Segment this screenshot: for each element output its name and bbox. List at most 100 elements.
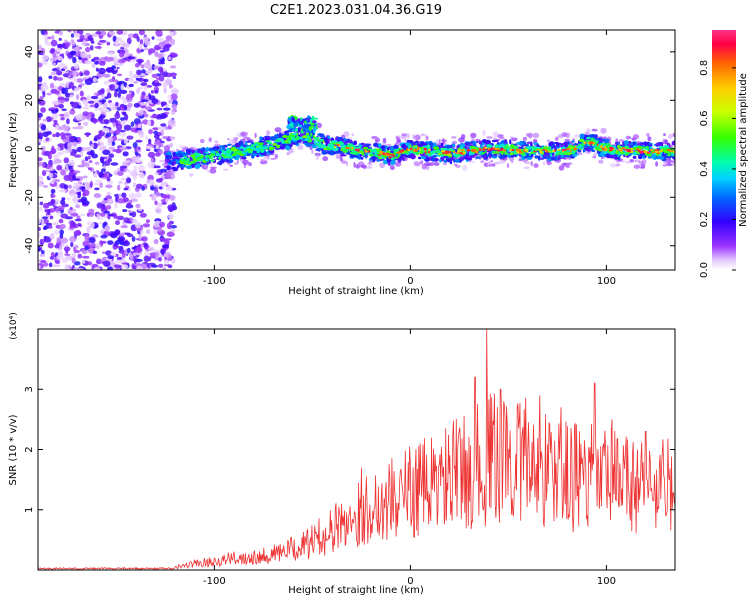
noise-speckle: [107, 198, 114, 205]
noise-speckle: [67, 161, 76, 166]
noise-speckle: [39, 201, 44, 206]
noise-speckle: [38, 245, 41, 252]
trace-core-point: [314, 136, 320, 141]
noise-speckle: [140, 64, 145, 69]
noise-speckle: [115, 220, 120, 226]
trace-core-point: [448, 148, 454, 152]
noise-speckle: [66, 256, 71, 261]
branch-point: [300, 120, 304, 125]
noise-speckle: [114, 129, 120, 135]
noise-speckle: [162, 113, 166, 119]
trace-point: [358, 143, 362, 147]
noise-speckle: [121, 262, 129, 266]
noise-speckle: [158, 263, 164, 268]
halo-point: [242, 131, 249, 136]
trace-core-point: [414, 152, 418, 155]
trace-point: [170, 166, 177, 170]
halo-point: [490, 160, 494, 163]
noise-speckle: [120, 117, 125, 121]
noise-speckle: [141, 99, 149, 102]
halo-point: [591, 128, 598, 132]
noise-speckle: [94, 102, 99, 109]
halo-point: [471, 138, 475, 142]
noise-speckle: [148, 129, 154, 135]
noise-speckle: [76, 105, 82, 109]
noise-speckle: [93, 266, 101, 270]
trace-core-point: [236, 152, 239, 155]
noise-speckle: [84, 103, 89, 107]
trace-peak-point: [482, 147, 485, 149]
trace-core-point: [238, 149, 241, 153]
noise-speckle: [150, 90, 154, 94]
noise-speckle: [80, 52, 86, 59]
trace-core-point: [455, 155, 460, 158]
noise-speckle: [143, 62, 152, 69]
noise-speckle: [105, 132, 112, 138]
noise-speckle: [103, 221, 108, 227]
halo-point: [480, 160, 485, 164]
noise-speckle: [40, 260, 47, 264]
noise-speckle: [132, 80, 139, 84]
noise-speckle: [152, 113, 158, 118]
trace-peak-point: [596, 143, 599, 147]
noise-speckle: [60, 237, 69, 244]
noise-speckle: [137, 146, 141, 151]
noise-speckle: [115, 194, 119, 200]
noise-speckle: [153, 65, 159, 70]
noise-speckle: [51, 35, 55, 40]
trace-point: [647, 156, 653, 159]
noise-speckle: [159, 69, 164, 76]
noise-speckle: [72, 78, 78, 84]
halo-point: [647, 136, 652, 142]
noise-speckle: [138, 30, 145, 36]
trace-point: [311, 144, 315, 147]
trace-core-point: [242, 152, 247, 155]
noise-speckle: [85, 183, 91, 191]
trace-point: [206, 162, 209, 166]
noise-speckle: [38, 175, 44, 181]
trace-core-point: [302, 135, 308, 139]
trace-point: [571, 140, 575, 143]
trace-peak-point: [536, 148, 541, 151]
noise-speckle: [126, 37, 132, 45]
halo-point: [492, 131, 499, 138]
noise-speckle: [76, 191, 82, 199]
noise-speckle: [38, 142, 41, 146]
halo-point: [527, 132, 533, 139]
branch-point: [312, 120, 317, 124]
trace-peak-point: [524, 148, 528, 151]
noise-speckle: [48, 150, 56, 155]
trace-point: [297, 140, 302, 143]
noise-speckle: [140, 104, 146, 109]
spectrogram-xlabel: Height of straight line (km): [288, 286, 424, 297]
halo-point: [365, 166, 373, 169]
noise-speckle: [38, 206, 43, 212]
noise-speckle: [116, 123, 123, 131]
branch-point: [294, 121, 299, 124]
halo-point: [462, 164, 468, 171]
noise-speckle: [118, 180, 123, 185]
y-tick-label: 20: [24, 94, 35, 107]
trace-peak-point: [542, 149, 546, 151]
noise-speckle: [95, 67, 99, 72]
noise-speckle: [44, 169, 50, 173]
noise-speckle: [136, 88, 140, 94]
trace-peak-point: [442, 151, 445, 155]
trace-peak-point: [621, 147, 626, 150]
trace-point: [453, 158, 456, 163]
y-tick-label: 2: [24, 446, 35, 452]
noise-speckle: [56, 146, 61, 151]
noise-speckle: [99, 212, 106, 217]
trace-peak-point: [428, 148, 431, 152]
noise-speckle: [148, 138, 152, 145]
trace-core-point: [561, 152, 565, 155]
noise-speckle: [38, 161, 44, 167]
noise-speckle: [87, 221, 91, 225]
y-tick-label: 40: [24, 45, 35, 58]
trace-core-point: [190, 154, 196, 158]
trace-core-point: [586, 136, 591, 140]
noise-speckle: [99, 182, 104, 189]
trace-peak-point: [461, 152, 464, 156]
noise-speckle: [150, 264, 159, 268]
noise-speckle: [122, 43, 130, 48]
